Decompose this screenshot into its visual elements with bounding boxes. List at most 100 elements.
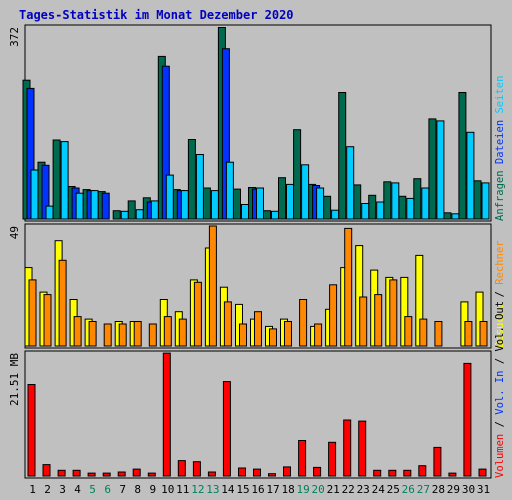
panel-bottom-ymax-label: 21.51 MB bbox=[8, 353, 21, 406]
bar-dateien-day-6 bbox=[101, 192, 110, 220]
bar-seiten-day-31 bbox=[481, 182, 490, 220]
bar-rechner-day-22 bbox=[344, 227, 353, 347]
right-series-labels: Anfragen Dateien Seiten Besuche / Rechner… bbox=[494, 76, 506, 478]
bar-volumen-day-6 bbox=[102, 472, 111, 477]
bar-anfragen-day-7 bbox=[112, 210, 121, 220]
bar-seiten-day-12 bbox=[195, 154, 204, 220]
right-label-vol-out: Vol. Out bbox=[494, 301, 506, 358]
bar-seiten-day-18 bbox=[286, 183, 294, 220]
bar-rechner-day-27 bbox=[419, 318, 428, 347]
bar-volumen-day-7 bbox=[117, 471, 126, 477]
x-axis-day-labels: 1 2 3 4 5 6 7 8 9 10 11 12 13 14 15 16 17 18 19 20 21 22 23 24 2… bbox=[29, 483, 490, 496]
x-tick-label-day-10: 10 bbox=[161, 483, 174, 496]
bar-seiten-day-22 bbox=[346, 146, 355, 220]
panel-middle-ymax-label: 49 bbox=[8, 226, 21, 239]
bar-volumen-day-31 bbox=[478, 468, 487, 477]
right-label-volumen: Volumen bbox=[494, 434, 506, 478]
bar-seiten-day-5 bbox=[90, 190, 99, 220]
bar-anfragen-day-3 bbox=[52, 139, 61, 220]
x-tick-label-day-22: 22 bbox=[342, 483, 355, 496]
bar-volumen-day-15 bbox=[238, 467, 246, 477]
bar-rechner-day-11 bbox=[178, 318, 187, 347]
bar-seiten-day-29 bbox=[451, 213, 460, 220]
bar-rechner-day-30 bbox=[464, 321, 473, 347]
bar-rechner-day-26 bbox=[404, 316, 413, 347]
bar-seiten-day-23 bbox=[361, 203, 370, 220]
bar-rechner-day-15 bbox=[239, 323, 247, 347]
bar-volumen-day-11 bbox=[177, 460, 186, 477]
x-tick-label-day-23: 23 bbox=[357, 483, 370, 496]
bar-anfragen-day-25 bbox=[383, 181, 392, 220]
right-label-dateien: Dateien bbox=[494, 120, 506, 171]
bar-seiten-day-14 bbox=[225, 161, 234, 220]
bar-rechner-day-6 bbox=[103, 323, 112, 347]
bar-seiten-day-28 bbox=[436, 120, 445, 220]
bar-volumen-day-29 bbox=[448, 472, 457, 477]
x-tick-label-day-6: 6 bbox=[104, 483, 111, 496]
panels-layer: 372 49 21.51 MB bbox=[8, 24, 492, 479]
bar-volumen-day-17 bbox=[268, 473, 276, 477]
bar-seiten-day-27 bbox=[421, 187, 430, 220]
right-label-besuche: Besuche bbox=[494, 304, 506, 348]
x-tick-label-day-21: 21 bbox=[327, 483, 340, 496]
bar-seiten-day-17 bbox=[271, 210, 279, 220]
bar-rechner-day-5 bbox=[88, 321, 97, 347]
bar-seiten-day-7 bbox=[120, 210, 129, 220]
panel-bottom-frame bbox=[24, 350, 492, 479]
panel-bottom-right-labels: Volumen / Vol. In / Vol. Out bbox=[494, 301, 506, 478]
bar-rechner-day-19 bbox=[299, 299, 308, 347]
bar-seiten-day-30 bbox=[466, 131, 475, 220]
bar-seiten-day-10 bbox=[165, 174, 174, 220]
bar-rechner-day-9 bbox=[148, 323, 157, 347]
bar-anfragen-day-19 bbox=[293, 129, 302, 220]
bar-seiten-day-9 bbox=[150, 200, 159, 220]
bar-volumen-day-24 bbox=[373, 469, 382, 477]
panel-middle: 49 bbox=[8, 223, 492, 349]
right-label-vol-in: Vol. In bbox=[494, 371, 506, 422]
bar-volumen-day-16 bbox=[253, 468, 261, 477]
bar-seiten-day-2 bbox=[45, 205, 54, 220]
x-tick-label-day-5: 5 bbox=[89, 483, 96, 496]
bar-rechner-day-20 bbox=[314, 323, 323, 347]
x-tick-label-day-31: 31 bbox=[477, 483, 490, 496]
right-label-anfragen: Anfragen bbox=[494, 170, 506, 221]
bar-seiten-day-24 bbox=[376, 201, 385, 220]
bar-seiten-day-20 bbox=[316, 187, 325, 220]
bar-anfragen-day-26 bbox=[398, 195, 407, 220]
bar-seiten-day-16 bbox=[256, 187, 264, 220]
right-label--: / bbox=[494, 358, 506, 371]
bar-rechner-day-17 bbox=[269, 328, 277, 347]
bar-rechner-day-8 bbox=[133, 321, 142, 347]
bar-rechner-day-4 bbox=[73, 316, 82, 347]
bar-seiten-day-19 bbox=[301, 164, 310, 220]
bar-anfragen-day-13 bbox=[202, 187, 211, 220]
x-tick-label-day-24: 24 bbox=[372, 483, 386, 496]
right-label-seiten: Seiten bbox=[494, 76, 506, 120]
bar-rechner-day-24 bbox=[374, 294, 383, 347]
x-tick-label-day-15: 15 bbox=[236, 483, 249, 496]
series-seiten bbox=[30, 120, 490, 220]
x-tick-label-day-29: 29 bbox=[447, 483, 460, 496]
bar-seiten-day-3 bbox=[60, 141, 69, 220]
bar-rechner-day-31 bbox=[479, 321, 488, 347]
bar-rechner-day-18 bbox=[284, 321, 292, 347]
bar-anfragen-day-8 bbox=[127, 200, 136, 220]
bar-rechner-day-25 bbox=[389, 279, 398, 347]
panel-bottom: 21.51 MB bbox=[8, 350, 492, 479]
x-tick-label-day-27: 27 bbox=[417, 483, 430, 496]
bar-anfragen-day-30 bbox=[458, 92, 467, 220]
x-tick-label-day-2: 2 bbox=[44, 483, 51, 496]
bar-rechner-day-10 bbox=[163, 316, 172, 347]
bar-volumen-day-12 bbox=[192, 461, 201, 477]
bar-anfragen-day-28 bbox=[428, 118, 437, 220]
right-label--: / bbox=[494, 291, 506, 304]
bar-seiten-day-11 bbox=[180, 190, 189, 220]
x-tick-label-day-7: 7 bbox=[119, 483, 126, 496]
x-tick-label-day-16: 16 bbox=[251, 483, 264, 496]
series-volumen bbox=[27, 352, 487, 477]
x-tick-label-day-14: 14 bbox=[221, 483, 235, 496]
bar-volumen-day-9 bbox=[147, 472, 156, 477]
bar-volumen-day-30 bbox=[463, 362, 472, 477]
